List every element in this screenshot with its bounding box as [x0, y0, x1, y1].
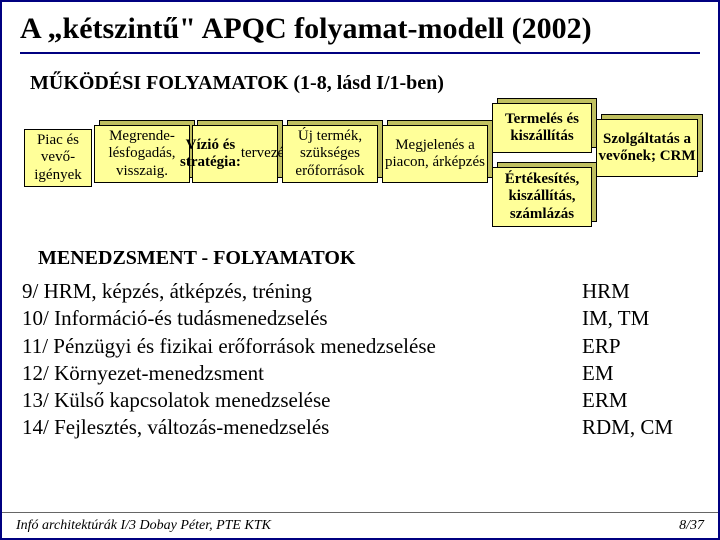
mgmt-list-left: 9/ HRM, képzés, átképzés, tréning10/ Inf…	[22, 278, 582, 442]
mgmt-body: 9/ HRM, képzés, átképzés, tréning10/ Inf…	[22, 278, 700, 442]
mgmt-code: RDM, CM	[582, 414, 700, 441]
mgmt-code: ERP	[582, 333, 700, 360]
mgmt-item: 12/ Környezet-menedzsment	[22, 360, 582, 387]
process-box-b4: Új termék, szükséges erőforrások	[282, 125, 378, 183]
footer-page: 8/37	[679, 518, 704, 534]
footer: Infó architektúrák I/3 Dobay Péter, PTE …	[2, 512, 718, 538]
mgmt-item: 11/ Pénzügyi és fizikai erőforrások mene…	[22, 333, 582, 360]
slide: A „kétszintű" APQC folyamat-modell (2002…	[0, 0, 720, 540]
process-box-b7: Szolgáltatás a vevőnek; CRM	[596, 119, 698, 177]
slide-title: A „kétszintű" APQC folyamat-modell (2002…	[20, 12, 700, 54]
process-box-b5: Megjelenés a piacon, árképzés	[382, 125, 488, 183]
mgmt-item: 13/ Külső kapcsolatok menedzselése	[22, 387, 582, 414]
mgmt-list-right: HRMIM, TMERPEMERMRDM, CM	[582, 278, 700, 442]
mgmt-code: IM, TM	[582, 305, 700, 332]
mgmt-item: 10/ Információ-és tudásmenedzselés	[22, 305, 582, 332]
process-box-b8: Értékesítés, kiszállítás, számlázás	[492, 167, 592, 227]
mgmt-code: HRM	[582, 278, 700, 305]
footer-left: Infó architektúrák I/3 Dobay Péter, PTE …	[16, 518, 271, 534]
section-subtitle: MŰKÖDÉSI FOLYAMATOK (1-8, lásd I/1-ben)	[30, 72, 700, 95]
process-box-b2: Megrende-lésfogadás, visszaig.	[94, 125, 190, 183]
mgmt-code: EM	[582, 360, 700, 387]
process-box-b6: Termelés és kiszállítás	[492, 103, 592, 153]
process-box-b3: Vízió és stratégia:tervezés	[192, 125, 278, 183]
mgmt-code: ERM	[582, 387, 700, 414]
mgmt-heading: MENEDZSMENT - FOLYAMATOK	[38, 247, 700, 270]
mgmt-item: 9/ HRM, képzés, átképzés, tréning	[22, 278, 582, 305]
process-flow: Piac és vevő-igényekMegrende-lésfogadás,…	[20, 103, 700, 243]
process-box-b1: Piac és vevő-igények	[24, 129, 92, 187]
mgmt-item: 14/ Fejlesztés, változás-menedzselés	[22, 414, 582, 441]
